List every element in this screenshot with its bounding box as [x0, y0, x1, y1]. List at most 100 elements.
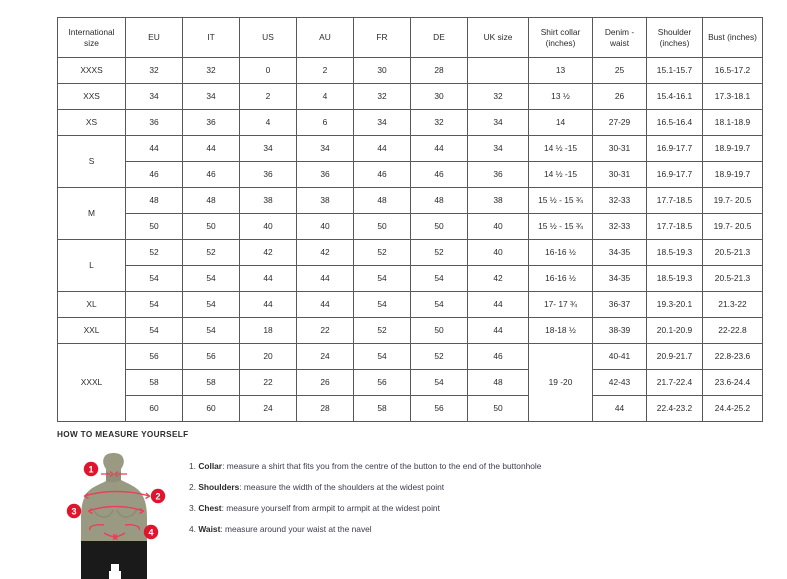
cell-au: 36 — [296, 161, 354, 188]
row-label-international-size: L — [57, 239, 126, 292]
cell-bust: 18.9-19.7 — [702, 135, 763, 162]
cell-us: 22 — [239, 369, 297, 396]
cell-de: 56 — [410, 395, 468, 422]
cell-de: 52 — [410, 343, 468, 370]
column-header-denim-waist: Denim - waist — [592, 17, 647, 58]
cell-denim: 30-31 — [592, 161, 647, 188]
cell-au: 40 — [296, 213, 354, 240]
cell-de: 32 — [410, 109, 468, 136]
cell-bust: 18.1-18.9 — [702, 109, 763, 136]
table-row: 50 50 40 40 50 50 40 15 ½ - 15 ¾ 32-33 17.7-18.5 1… — [58, 213, 763, 240]
header-line: waist — [609, 37, 630, 48]
cell-shoulder: 16.9-17.7 — [646, 161, 703, 188]
cell-us: 2 — [239, 83, 297, 110]
cell-it: 46 — [182, 161, 240, 188]
cell-eu: 58 — [125, 369, 183, 396]
cell-de: 50 — [410, 213, 468, 240]
body-measurement-diagram: 1 2 3 4 — [57, 449, 175, 579]
instruction-text: : measure yourself from armpit to armpit… — [221, 502, 440, 513]
cell-bust: 16.5-17.2 — [702, 57, 763, 84]
cell-it: 32 — [182, 57, 240, 84]
header-line: (inches) — [545, 37, 576, 48]
size-chart-table-container: International size EU IT US AU FR DE UK … — [57, 17, 763, 422]
cell-au: 2 — [296, 57, 354, 84]
cell-eu: 56 — [125, 343, 183, 370]
cell-denim: 32-33 — [592, 187, 647, 214]
cell-de: 48 — [410, 187, 468, 214]
table-body: XXXS 32 32 0 2 30 28 13 25 15.1-15.7 16.5-17.2 XXS 3… — [57, 57, 763, 422]
cell-eu: 50 — [125, 213, 183, 240]
table-row: 60 60 24 28 58 56 50 44 22.4-23.2 24.4-25.2 — [58, 395, 763, 422]
cell-denim: 36-37 — [592, 291, 647, 318]
cell-shirt-collar: 13 ½ — [528, 83, 593, 110]
cell-shirt-collar: 16-16 ½ — [528, 239, 593, 266]
table-row: 54 54 44 44 54 54 42 16-16 ½ 34-35 18.5-19.3 20.5-… — [58, 265, 763, 292]
instruction-number: 3. — [189, 502, 196, 513]
cell-bust: 22.8-23.6 — [702, 343, 763, 370]
cell-bust: 22-22.8 — [702, 317, 763, 344]
cell-shoulder: 19.3-20.1 — [646, 291, 703, 318]
header-line: Denim - — [604, 27, 635, 37]
cell-uk: 36 — [467, 161, 529, 188]
cell-bust: 20.5-21.3 — [702, 265, 763, 292]
cell-us: 18 — [239, 317, 297, 344]
column-header-shirt-collar: Shirt collar (inches) — [528, 17, 593, 58]
cell-uk: 32 — [467, 83, 529, 110]
cell-uk: 44 — [467, 291, 529, 318]
instruction-number: 4. — [189, 523, 196, 534]
cell-us: 38 — [239, 187, 297, 214]
column-header-us: US — [239, 17, 297, 58]
cell-uk: 34 — [467, 135, 529, 162]
cell-bust: 19.7- 20.5 — [702, 187, 763, 214]
column-header-fr: FR — [353, 17, 411, 58]
instruction-item: 2. Shoulders: measure the width of the s… — [189, 482, 757, 493]
cell-it: 56 — [182, 343, 240, 370]
cell-fr: 54 — [353, 343, 411, 370]
cell-au: 6 — [296, 109, 354, 136]
size-chart-table: International size EU IT US AU FR DE UK … — [57, 17, 763, 422]
cell-us: 34 — [239, 135, 297, 162]
cell-shirt-collar: 14 ½ -15 — [528, 135, 593, 162]
cell-us: 44 — [239, 291, 297, 318]
instruction-text: : measure a shirt that fits you from the… — [222, 461, 542, 471]
cell-eu: 60 — [125, 395, 183, 422]
shoulder-measure-arrow — [83, 490, 151, 500]
cell-shirt-collar: 15 ½ - 15 ¾ — [528, 213, 593, 240]
cell-fr: 48 — [353, 187, 411, 214]
svg-text:2: 2 — [155, 491, 160, 501]
cell-uk: 44 — [467, 317, 529, 344]
cell-eu: 32 — [125, 57, 183, 84]
collar-measure-arrow — [101, 471, 127, 477]
header-line: International — [68, 27, 115, 37]
cell-denim: 32-33 — [592, 213, 647, 240]
cell-de: 46 — [410, 161, 468, 188]
cell-it: 54 — [182, 265, 240, 292]
header-line: Shirt collar — [540, 27, 581, 37]
cell-fr: 44 — [353, 135, 411, 162]
cell-us: 4 — [239, 109, 297, 136]
torso-figure-svg: 1 2 3 4 — [66, 453, 166, 579]
cell-fr: 30 — [353, 57, 411, 84]
cell-us: 0 — [239, 57, 297, 84]
cell-de: 30 — [410, 83, 468, 110]
cell-uk: 48 — [467, 369, 529, 396]
cell-us: 20 — [239, 343, 297, 370]
cell-us: 44 — [239, 265, 297, 292]
cell-eu: 36 — [125, 109, 183, 136]
instruction-term: Waist — [198, 523, 221, 534]
cell-de: 54 — [410, 265, 468, 292]
cell-fr: 50 — [353, 213, 411, 240]
table-row: 58 58 22 26 56 54 48 42-43 21.7-22.4 23.6-24.4 — [58, 369, 763, 396]
svg-text:4: 4 — [148, 527, 153, 537]
column-header-international-size: International size — [57, 17, 126, 58]
cell-shoulder: 18.5-19.3 — [646, 265, 703, 292]
column-header-de: DE — [410, 17, 468, 58]
torso-body-shape — [81, 453, 147, 541]
table-row: S 44 44 34 34 44 44 34 14 ½ -15 30-31 16.9-17.7 18.… — [57, 135, 763, 188]
cell-eu: 34 — [125, 83, 183, 110]
cell-it: 50 — [182, 213, 240, 240]
chest-measure-arrow — [87, 505, 145, 515]
cell-shoulder: 15.1-15.7 — [646, 57, 703, 84]
row-label-international-size: S — [57, 135, 126, 188]
cell-it: 52 — [182, 239, 240, 266]
